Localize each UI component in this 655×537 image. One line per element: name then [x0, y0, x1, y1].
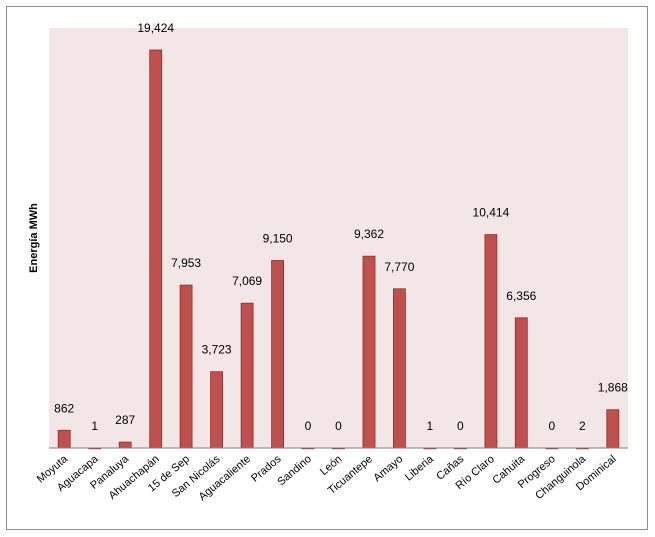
data-label-15: 6,356 [506, 289, 536, 303]
bar-5 [210, 371, 224, 449]
x-tick-label-8: Sandino [275, 453, 314, 488]
data-label-2: 287 [115, 413, 135, 427]
data-label-1: 1 [91, 419, 98, 433]
bar-0 [57, 429, 71, 449]
chart-frame: 862 1 287 19,424 7,953 3,723 7,069 9,150 0 0 9,362… [6, 6, 648, 530]
data-label-17: 2 [579, 419, 586, 433]
data-label-0: 862 [54, 401, 74, 415]
bar-10 [362, 255, 376, 449]
bar-4 [179, 284, 193, 449]
plot-area [49, 28, 628, 448]
data-label-18: 1,868 [598, 381, 628, 395]
data-label-7: 9,150 [263, 232, 293, 246]
x-tick-label-11: Amayo [371, 453, 405, 484]
data-label-14: 10,414 [473, 206, 510, 220]
chart-svg: 862 1 287 19,424 7,953 3,723 7,069 9,150 0 0 9,362… [28, 21, 628, 504]
bar-14 [484, 234, 498, 449]
bar-15 [514, 317, 528, 449]
data-label-6: 7,069 [232, 274, 262, 288]
bar-3 [149, 49, 163, 449]
y-axis-title: Energía MWh [28, 203, 40, 273]
data-label-10: 9,362 [354, 227, 384, 241]
data-label-16: 0 [548, 419, 555, 433]
x-tick-label-12: Liberia [403, 453, 437, 484]
data-label-4: 7,953 [171, 256, 201, 270]
data-label-9: 0 [335, 419, 342, 433]
bar-11 [392, 288, 406, 449]
data-label-12: 1 [427, 419, 434, 433]
bar-18 [606, 409, 620, 449]
data-label-5: 3,723 [202, 343, 232, 357]
data-label-11: 7,770 [384, 260, 414, 274]
data-label-3: 19,424 [137, 21, 174, 35]
data-label-8: 0 [305, 419, 312, 433]
bar-6 [240, 302, 254, 449]
bar-7 [271, 260, 285, 449]
bar-2 [118, 441, 132, 449]
data-labels-group: 862 1 287 19,424 7,953 3,723 7,069 9,150 0 0 9,362… [54, 21, 628, 433]
bars-group [57, 49, 620, 450]
data-label-13: 0 [457, 419, 464, 433]
